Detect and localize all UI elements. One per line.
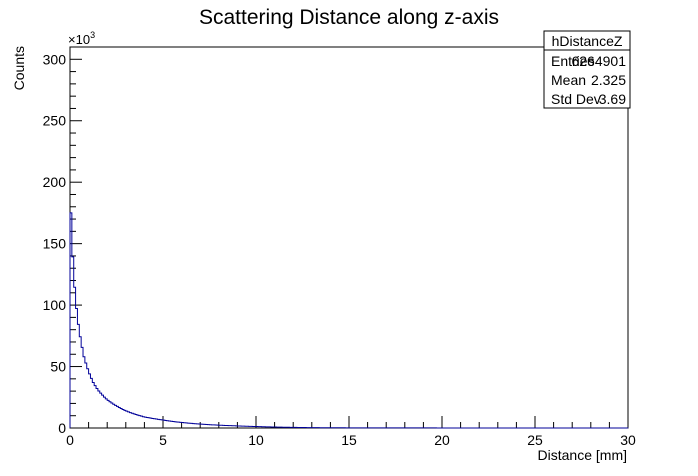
y-tick-label: 300: [43, 51, 67, 67]
x-tick-label: 5: [159, 432, 167, 448]
stats-stddev-label: Std Dev: [551, 91, 601, 107]
y-axis-label: Counts: [11, 46, 27, 90]
stats-stddev-value: 3.69: [599, 91, 626, 107]
x-axis-label: Distance [mm]: [538, 447, 627, 463]
stats-entries-value: 6264901: [571, 53, 626, 69]
x-tick-label: 25: [527, 432, 543, 448]
y-tick-label: 50: [50, 359, 66, 375]
x-axis: 0 5 10 15 20 25 30: [66, 416, 636, 448]
x-tick-label: 15: [341, 432, 357, 448]
x-tick-label: 10: [248, 432, 264, 448]
y-tick-label: 250: [43, 113, 67, 129]
x-tick-label: 0: [66, 432, 74, 448]
stats-box: hDistanceZ Entries 6264901 Mean 2.325 St…: [543, 30, 631, 109]
chart-title: Scattering Distance along z-axis: [199, 6, 499, 29]
y-axis: 0 50 100 150 200 250 300: [43, 46, 82, 436]
y-tick-label: 100: [43, 297, 67, 313]
x-tick-label: 30: [620, 432, 636, 448]
x-tick-label: 20: [434, 432, 450, 448]
stats-mean-label: Mean: [551, 72, 586, 88]
histogram-series-line: [69, 212, 629, 429]
y-tick-label: 150: [43, 236, 67, 252]
stats-box-frame: [543, 30, 631, 109]
y-tick-label: 0: [58, 420, 66, 436]
stats-box-title: hDistanceZ: [552, 33, 623, 49]
y-multiplier-exponent: 3: [90, 30, 95, 40]
y-multiplier-base: ×10: [68, 32, 90, 47]
y-tick-label: 200: [43, 174, 67, 190]
stats-entries-label: Entries: [551, 53, 595, 69]
stats-mean-value: 2.325: [591, 72, 626, 88]
y-multiplier-label: ×103: [68, 30, 95, 47]
